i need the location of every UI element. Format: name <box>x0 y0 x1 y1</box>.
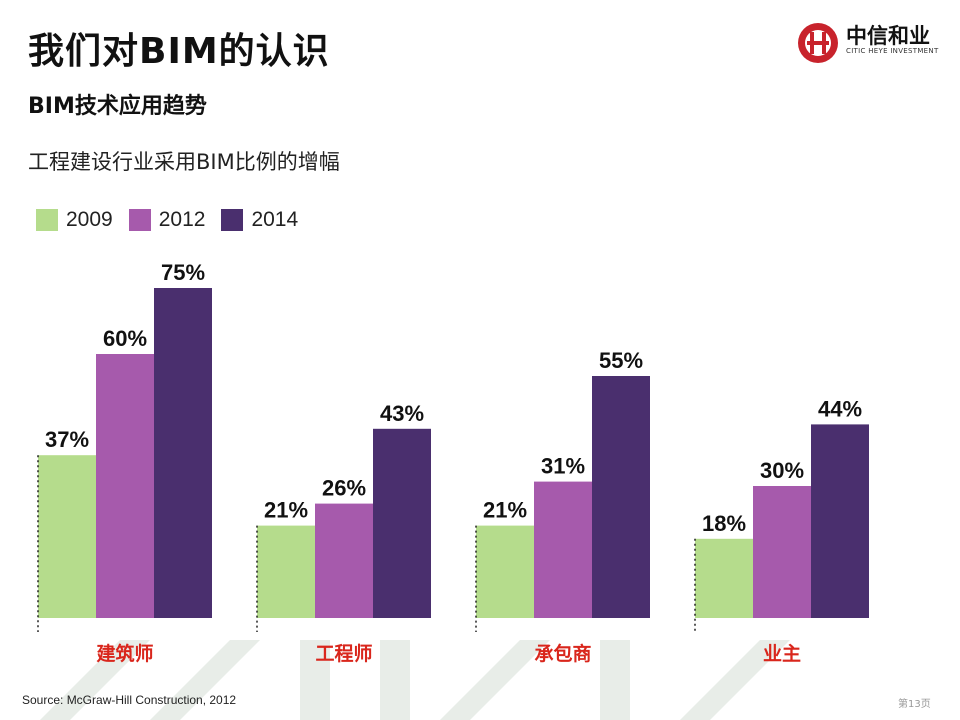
bar-2014-1 <box>154 288 212 618</box>
watermark-graphic <box>40 640 790 720</box>
bar-2014-2 <box>373 428 431 618</box>
page-title: 我们对BIM的认识 <box>28 31 330 72</box>
data-label-2009-1: 37% <box>45 427 89 452</box>
chart-title: 工程建设行业采用BIM比例的增幅 <box>28 150 340 174</box>
data-label-2014-2: 43% <box>380 401 424 426</box>
bar-2014-3 <box>592 376 650 618</box>
company-logo <box>798 23 838 63</box>
data-label-2014-3: 55% <box>599 348 643 373</box>
data-label-2014-4: 44% <box>818 396 862 421</box>
data-label-2012-1: 60% <box>103 326 147 351</box>
legend-swatch-2012 <box>128 209 151 231</box>
chart-legend: 2009 2012 2014 <box>36 208 298 232</box>
page-subtitle: BIM技术应用趋势 <box>28 94 207 119</box>
category-label-1: 建筑师 <box>96 642 153 665</box>
bar-2012-4 <box>753 486 811 618</box>
logo-tagline: CITIC HEYE INVESTMENT <box>846 47 939 55</box>
legend-label-2009: 2009 <box>66 208 113 231</box>
logo-name: 中信和业 <box>846 24 930 48</box>
legend-item-2012: 2012 <box>128 208 206 232</box>
bar-2012-1 <box>96 354 154 618</box>
legend-swatch-2009 <box>36 209 58 231</box>
source-note: Source: McGraw-Hill Construction, 2012 <box>22 693 237 707</box>
legend-label-2014: 2014 <box>251 208 299 231</box>
legend-item-2014: 2014 <box>221 208 298 232</box>
legend-label-2012: 2012 <box>158 208 206 231</box>
bar-2014-4 <box>811 424 869 618</box>
category-label-4: 业主 <box>763 643 801 665</box>
legend-swatch-2014 <box>221 209 244 231</box>
bar-2009-2 <box>257 525 315 618</box>
bar-2009-4 <box>695 538 753 618</box>
bar-2012-2 <box>315 503 373 618</box>
data-label-2012-3: 31% <box>541 454 585 479</box>
data-label-2012-4: 30% <box>760 458 804 483</box>
bar-2009-1 <box>38 455 96 618</box>
data-label-2009-3: 21% <box>483 498 527 523</box>
data-label-2012-2: 26% <box>322 476 366 501</box>
bar-2009-3 <box>476 525 534 618</box>
category-label-2: 工程师 <box>315 643 372 665</box>
data-label-2014-1: 75% <box>161 260 205 285</box>
data-label-2009-2: 21% <box>264 498 308 523</box>
category-label-3: 承包商 <box>534 642 591 665</box>
legend-item-2009: 2009 <box>36 208 113 232</box>
page-number: 第13页 <box>898 699 931 710</box>
bar-2012-3 <box>534 481 592 618</box>
data-label-2009-4: 18% <box>702 511 746 536</box>
